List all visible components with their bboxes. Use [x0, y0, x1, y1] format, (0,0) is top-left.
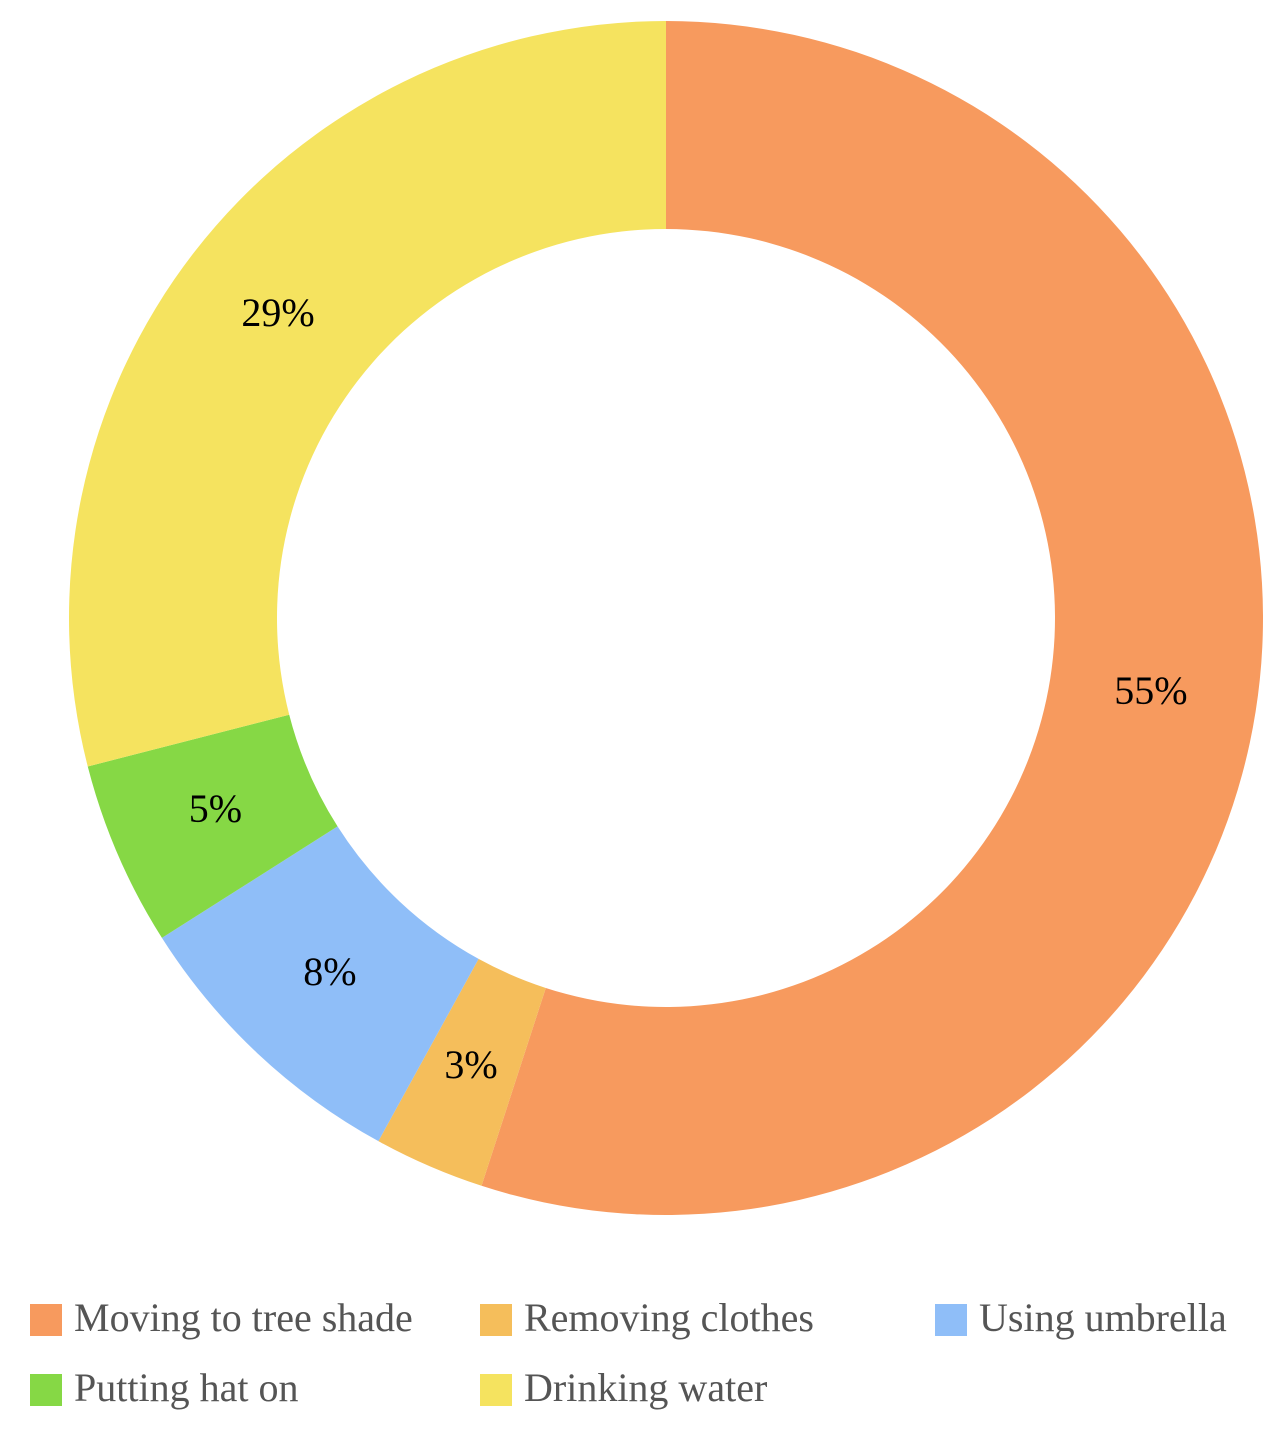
legend-label: Moving to tree shade: [74, 1295, 413, 1340]
value-label: 5%: [189, 786, 242, 831]
donut-slice: [87, 714, 338, 938]
donut-slice: [161, 826, 479, 1142]
value-label: 8%: [303, 949, 356, 994]
legend-label: Removing clothes: [524, 1295, 814, 1340]
legend-swatch: [30, 1374, 62, 1406]
legend-swatch: [480, 1374, 512, 1406]
legend-label: Drinking water: [524, 1365, 767, 1410]
donut-slice: [481, 21, 1263, 1215]
value-label: 3%: [444, 1042, 497, 1087]
value-label: 29%: [241, 290, 314, 335]
legend-swatch: [935, 1304, 967, 1336]
legend-swatch: [480, 1304, 512, 1336]
legend-label: Putting hat on: [74, 1365, 298, 1410]
donut-slice: [69, 21, 667, 767]
value-label: 55%: [1114, 668, 1187, 713]
legend-swatch: [30, 1304, 62, 1336]
legend-label: Using umbrella: [979, 1295, 1227, 1340]
donut-slice: [378, 958, 546, 1186]
